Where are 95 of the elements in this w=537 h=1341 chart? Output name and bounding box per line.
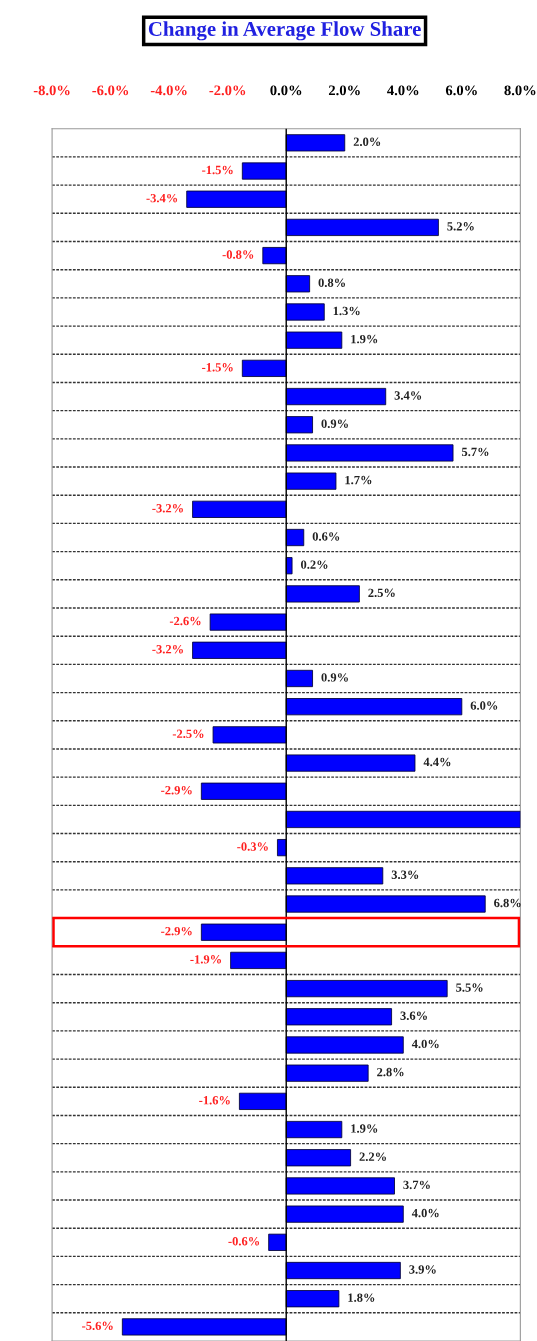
bar — [285, 528, 305, 547]
data-label: -0.3% — [237, 842, 268, 851]
bar — [285, 1290, 340, 1308]
bar — [241, 162, 287, 180]
bar — [285, 1261, 401, 1280]
data-label: -0.8% — [222, 250, 254, 259]
bar — [212, 726, 287, 744]
data-label: -2.6% — [169, 616, 201, 626]
x-tick-label: -4.0% — [150, 85, 187, 96]
bar — [285, 1036, 404, 1054]
data-label: -0.6% — [228, 1237, 260, 1246]
chart-title: Change in Average Flow Share — [148, 21, 421, 41]
bar — [238, 1092, 287, 1110]
bar — [285, 698, 463, 716]
bar — [285, 557, 293, 575]
data-label: -1.9% — [190, 955, 222, 964]
data-label: -1.5% — [202, 363, 233, 372]
bar — [241, 359, 287, 377]
bar — [285, 669, 313, 688]
bar — [121, 1318, 287, 1336]
data-label: -2.5% — [172, 729, 204, 739]
bar — [285, 416, 313, 434]
data-label: -3.4% — [146, 193, 178, 203]
bar — [285, 867, 384, 885]
data-label: 3.3% — [391, 870, 419, 880]
x-tick-label: 2.0% — [328, 85, 360, 96]
bar — [285, 218, 439, 236]
bar — [285, 810, 521, 829]
bar — [285, 585, 360, 603]
bar — [200, 782, 287, 800]
data-label: 2.5% — [368, 588, 395, 598]
data-label: 1.8% — [348, 1293, 375, 1302]
bar — [192, 500, 287, 518]
bar — [209, 613, 287, 631]
bar — [285, 1064, 369, 1082]
data-label: 5.5% — [456, 983, 483, 992]
x-tick-label: 4.0% — [387, 85, 419, 96]
data-label: 0.8% — [318, 278, 346, 287]
bar — [192, 641, 287, 659]
data-label: 4.0% — [411, 1039, 439, 1049]
data-label: 0.9% — [321, 419, 348, 428]
bar — [285, 1177, 395, 1195]
x-tick-label: -8.0% — [33, 85, 70, 96]
data-label: 3.6% — [400, 1011, 427, 1020]
bar — [186, 190, 287, 208]
data-label: -2.9% — [161, 926, 192, 936]
data-label: -1.5% — [202, 165, 233, 175]
bar — [285, 444, 454, 462]
data-label: 0.9% — [321, 673, 348, 682]
data-label: 2.8% — [377, 1067, 404, 1077]
bar — [285, 303, 325, 321]
bar — [285, 331, 343, 349]
bar — [262, 247, 287, 265]
x-tick-label: 8.0% — [504, 85, 536, 96]
bar — [285, 895, 486, 913]
bar — [285, 472, 337, 490]
bar — [285, 980, 448, 998]
data-label: -2.9% — [161, 785, 192, 795]
data-label: 1.9% — [351, 334, 378, 344]
data-label: 4.0% — [411, 1208, 439, 1218]
data-label: 1.3% — [333, 306, 360, 316]
x-tick-label: -2.0% — [209, 85, 246, 96]
bar — [285, 1120, 343, 1139]
data-label: 5.7% — [461, 447, 489, 457]
bar — [285, 1008, 392, 1026]
data-label: -3.2% — [152, 644, 183, 654]
data-label: 3.4% — [394, 391, 422, 400]
data-label: 4.4% — [423, 757, 451, 767]
data-label: 1.7% — [345, 475, 372, 485]
bar — [277, 839, 287, 857]
data-label: 3.9% — [409, 1265, 436, 1274]
data-label: -3.2% — [152, 504, 183, 513]
data-label: 1.9% — [351, 1124, 378, 1133]
x-tick-label: 6.0% — [445, 85, 477, 96]
x-tick-label: 0.0% — [270, 85, 302, 96]
bar — [268, 1233, 287, 1251]
bar — [200, 923, 287, 941]
bar — [230, 951, 287, 969]
data-label: 0.2% — [300, 560, 328, 569]
data-label: -1.6% — [199, 1096, 230, 1105]
data-label: 0.6% — [312, 532, 340, 541]
data-label: 6.0% — [470, 701, 498, 710]
bar — [285, 275, 311, 293]
x-tick-label: -6.0% — [92, 85, 129, 96]
data-label: -5.6% — [82, 1321, 113, 1331]
bar — [285, 754, 416, 772]
bar — [285, 387, 387, 406]
data-label: 6.8% — [494, 898, 521, 908]
bar — [285, 1205, 404, 1223]
data-label: 3.7% — [403, 1180, 430, 1190]
bar — [285, 1149, 352, 1167]
data-label: 2.2% — [359, 1152, 386, 1161]
data-label: 5.2% — [447, 222, 474, 231]
data-label: 2.0% — [353, 137, 381, 147]
bar — [285, 134, 346, 152]
